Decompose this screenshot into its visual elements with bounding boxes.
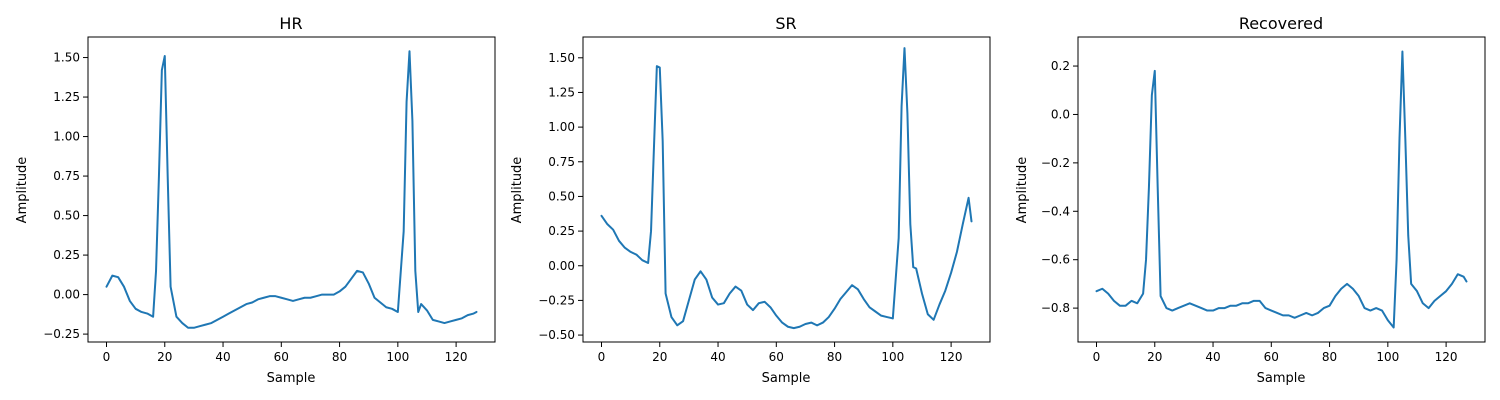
y-tick-label: −0.25 [538, 293, 575, 307]
y-tick-label: 1.50 [548, 51, 575, 65]
chart-title: SR [775, 14, 796, 33]
y-tick-label: 1.25 [53, 90, 80, 104]
x-tick-label: 20 [1147, 350, 1162, 364]
y-tick-label: 0.2 [1051, 59, 1070, 73]
y-tick-label: −0.8 [1041, 301, 1070, 315]
y-tick-label: 0.00 [548, 259, 575, 273]
series-line [1095, 50, 1468, 329]
plot-area-frame [87, 36, 496, 343]
y-tick-label: 0.75 [548, 155, 575, 169]
x-axis-label: Sample [267, 371, 316, 386]
x-tick-label: 0 [103, 350, 111, 364]
chart-title: Recovered [1239, 14, 1323, 33]
x-tick-label: 120 [445, 350, 468, 364]
y-axis-label: Amplitude [510, 157, 525, 224]
x-tick-label: 60 [274, 350, 289, 364]
chart-hr: HR Sample Amplitude 0 20 40 60 80 100 120 −0.25… [15, 14, 496, 386]
y-tick-label: 0.25 [548, 224, 575, 238]
x-tick-label: 0 [1093, 350, 1101, 364]
chart-recovered: Recovered Sample Amplitude 0 20 40 60 80 100 1… [1015, 14, 1486, 386]
y-tick-label: 0.50 [548, 189, 575, 203]
y-tick-label: −0.25 [43, 327, 80, 341]
y-tick-label: 1.00 [53, 130, 80, 144]
x-axis-label: Sample [1257, 371, 1306, 386]
x-tick-label: 80 [332, 350, 347, 364]
x-tick-label: 20 [652, 350, 667, 364]
x-tick-label: 40 [1205, 350, 1220, 364]
chart-sr: SR Sample Amplitude 0 20 40 60 80 100 120 −0.50… [510, 14, 991, 386]
y-tick-label: −0.50 [538, 328, 575, 342]
y-tick-label: 1.25 [548, 85, 575, 99]
x-tick-label: 100 [386, 350, 409, 364]
x-tick-label: 0 [598, 350, 606, 364]
y-tick-label: 0.0 [1051, 107, 1070, 121]
x-tick-label: 80 [827, 350, 842, 364]
series-line [600, 47, 973, 330]
y-axis-label: Amplitude [15, 157, 30, 224]
x-tick-label: 120 [1435, 350, 1458, 364]
y-axis-label: Amplitude [1015, 157, 1030, 224]
x-tick-label: 40 [215, 350, 230, 364]
x-tick-label: 100 [881, 350, 904, 364]
x-axis-label: Sample [762, 371, 811, 386]
x-tick-label: 20 [157, 350, 172, 364]
x-tick-label: 60 [1264, 350, 1279, 364]
x-tick-label: 80 [1322, 350, 1337, 364]
y-tick-label: 0.50 [53, 209, 80, 223]
y-tick-label: 0.75 [53, 169, 80, 183]
x-tick-label: 60 [769, 350, 784, 364]
x-tick-label: 100 [1376, 350, 1399, 364]
y-tick-label: −0.4 [1041, 204, 1070, 218]
x-tick-label: 40 [710, 350, 725, 364]
y-tick-label: 1.00 [548, 120, 575, 134]
series-line [105, 50, 478, 329]
y-tick-label: 1.50 [53, 51, 80, 65]
y-tick-label: −0.6 [1041, 253, 1070, 267]
y-tick-label: −0.2 [1041, 156, 1070, 170]
plot-area-frame [1077, 36, 1486, 343]
y-tick-label: 0.00 [53, 288, 80, 302]
chart-title: HR [279, 14, 302, 33]
y-tick-label: 0.25 [53, 248, 80, 262]
x-tick-label: 120 [940, 350, 963, 364]
plot-area-frame [582, 36, 991, 343]
